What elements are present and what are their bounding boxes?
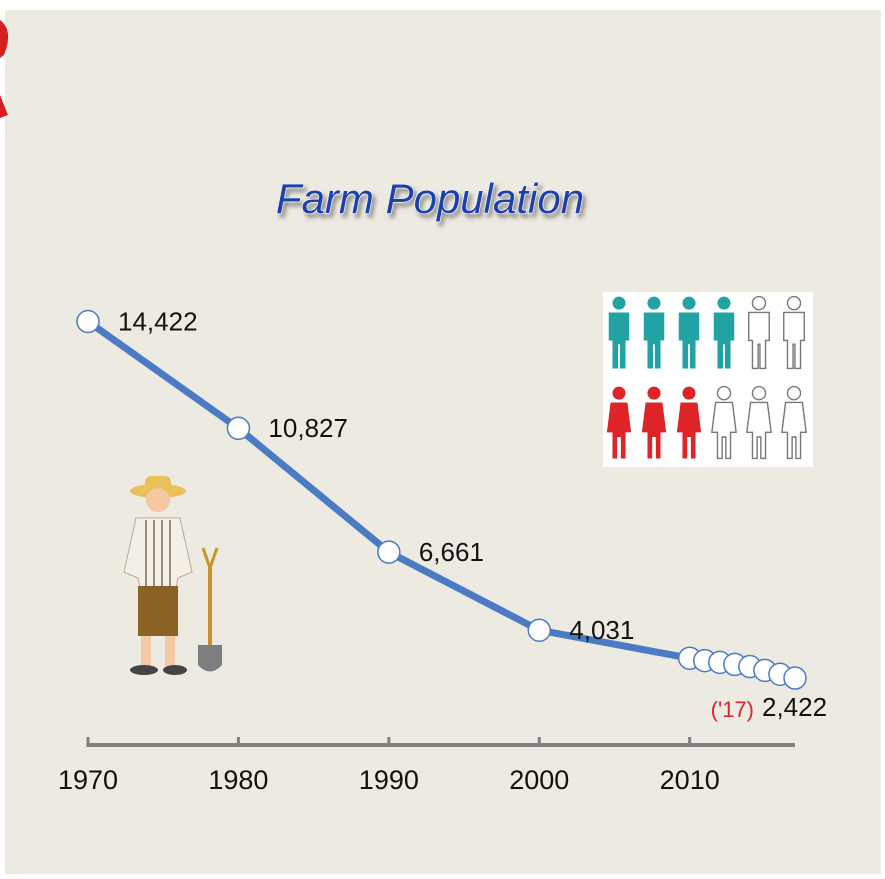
x-tick-label: 2010 bbox=[660, 765, 720, 795]
point bbox=[378, 541, 400, 563]
x-tick-label: 2000 bbox=[509, 765, 569, 795]
value-label: 6,661 bbox=[419, 537, 484, 567]
point bbox=[784, 667, 806, 689]
value-label: 10,827 bbox=[268, 413, 348, 443]
chart: Farm Population 1970198019902000201014, bbox=[0, 0, 885, 879]
point bbox=[227, 417, 249, 439]
x-tick-label: 1970 bbox=[58, 765, 118, 795]
value-label: 4,031 bbox=[569, 615, 634, 645]
chart-title: Farm Population bbox=[276, 175, 584, 222]
point bbox=[528, 619, 550, 641]
value-label: 14,422 bbox=[118, 306, 198, 336]
annotation: ('17) bbox=[711, 697, 754, 722]
pictogram bbox=[603, 292, 813, 467]
point bbox=[77, 310, 99, 332]
value-label: 2,422 bbox=[762, 692, 827, 722]
x-tick-label: 1980 bbox=[208, 765, 268, 795]
x-tick-label: 1990 bbox=[359, 765, 419, 795]
